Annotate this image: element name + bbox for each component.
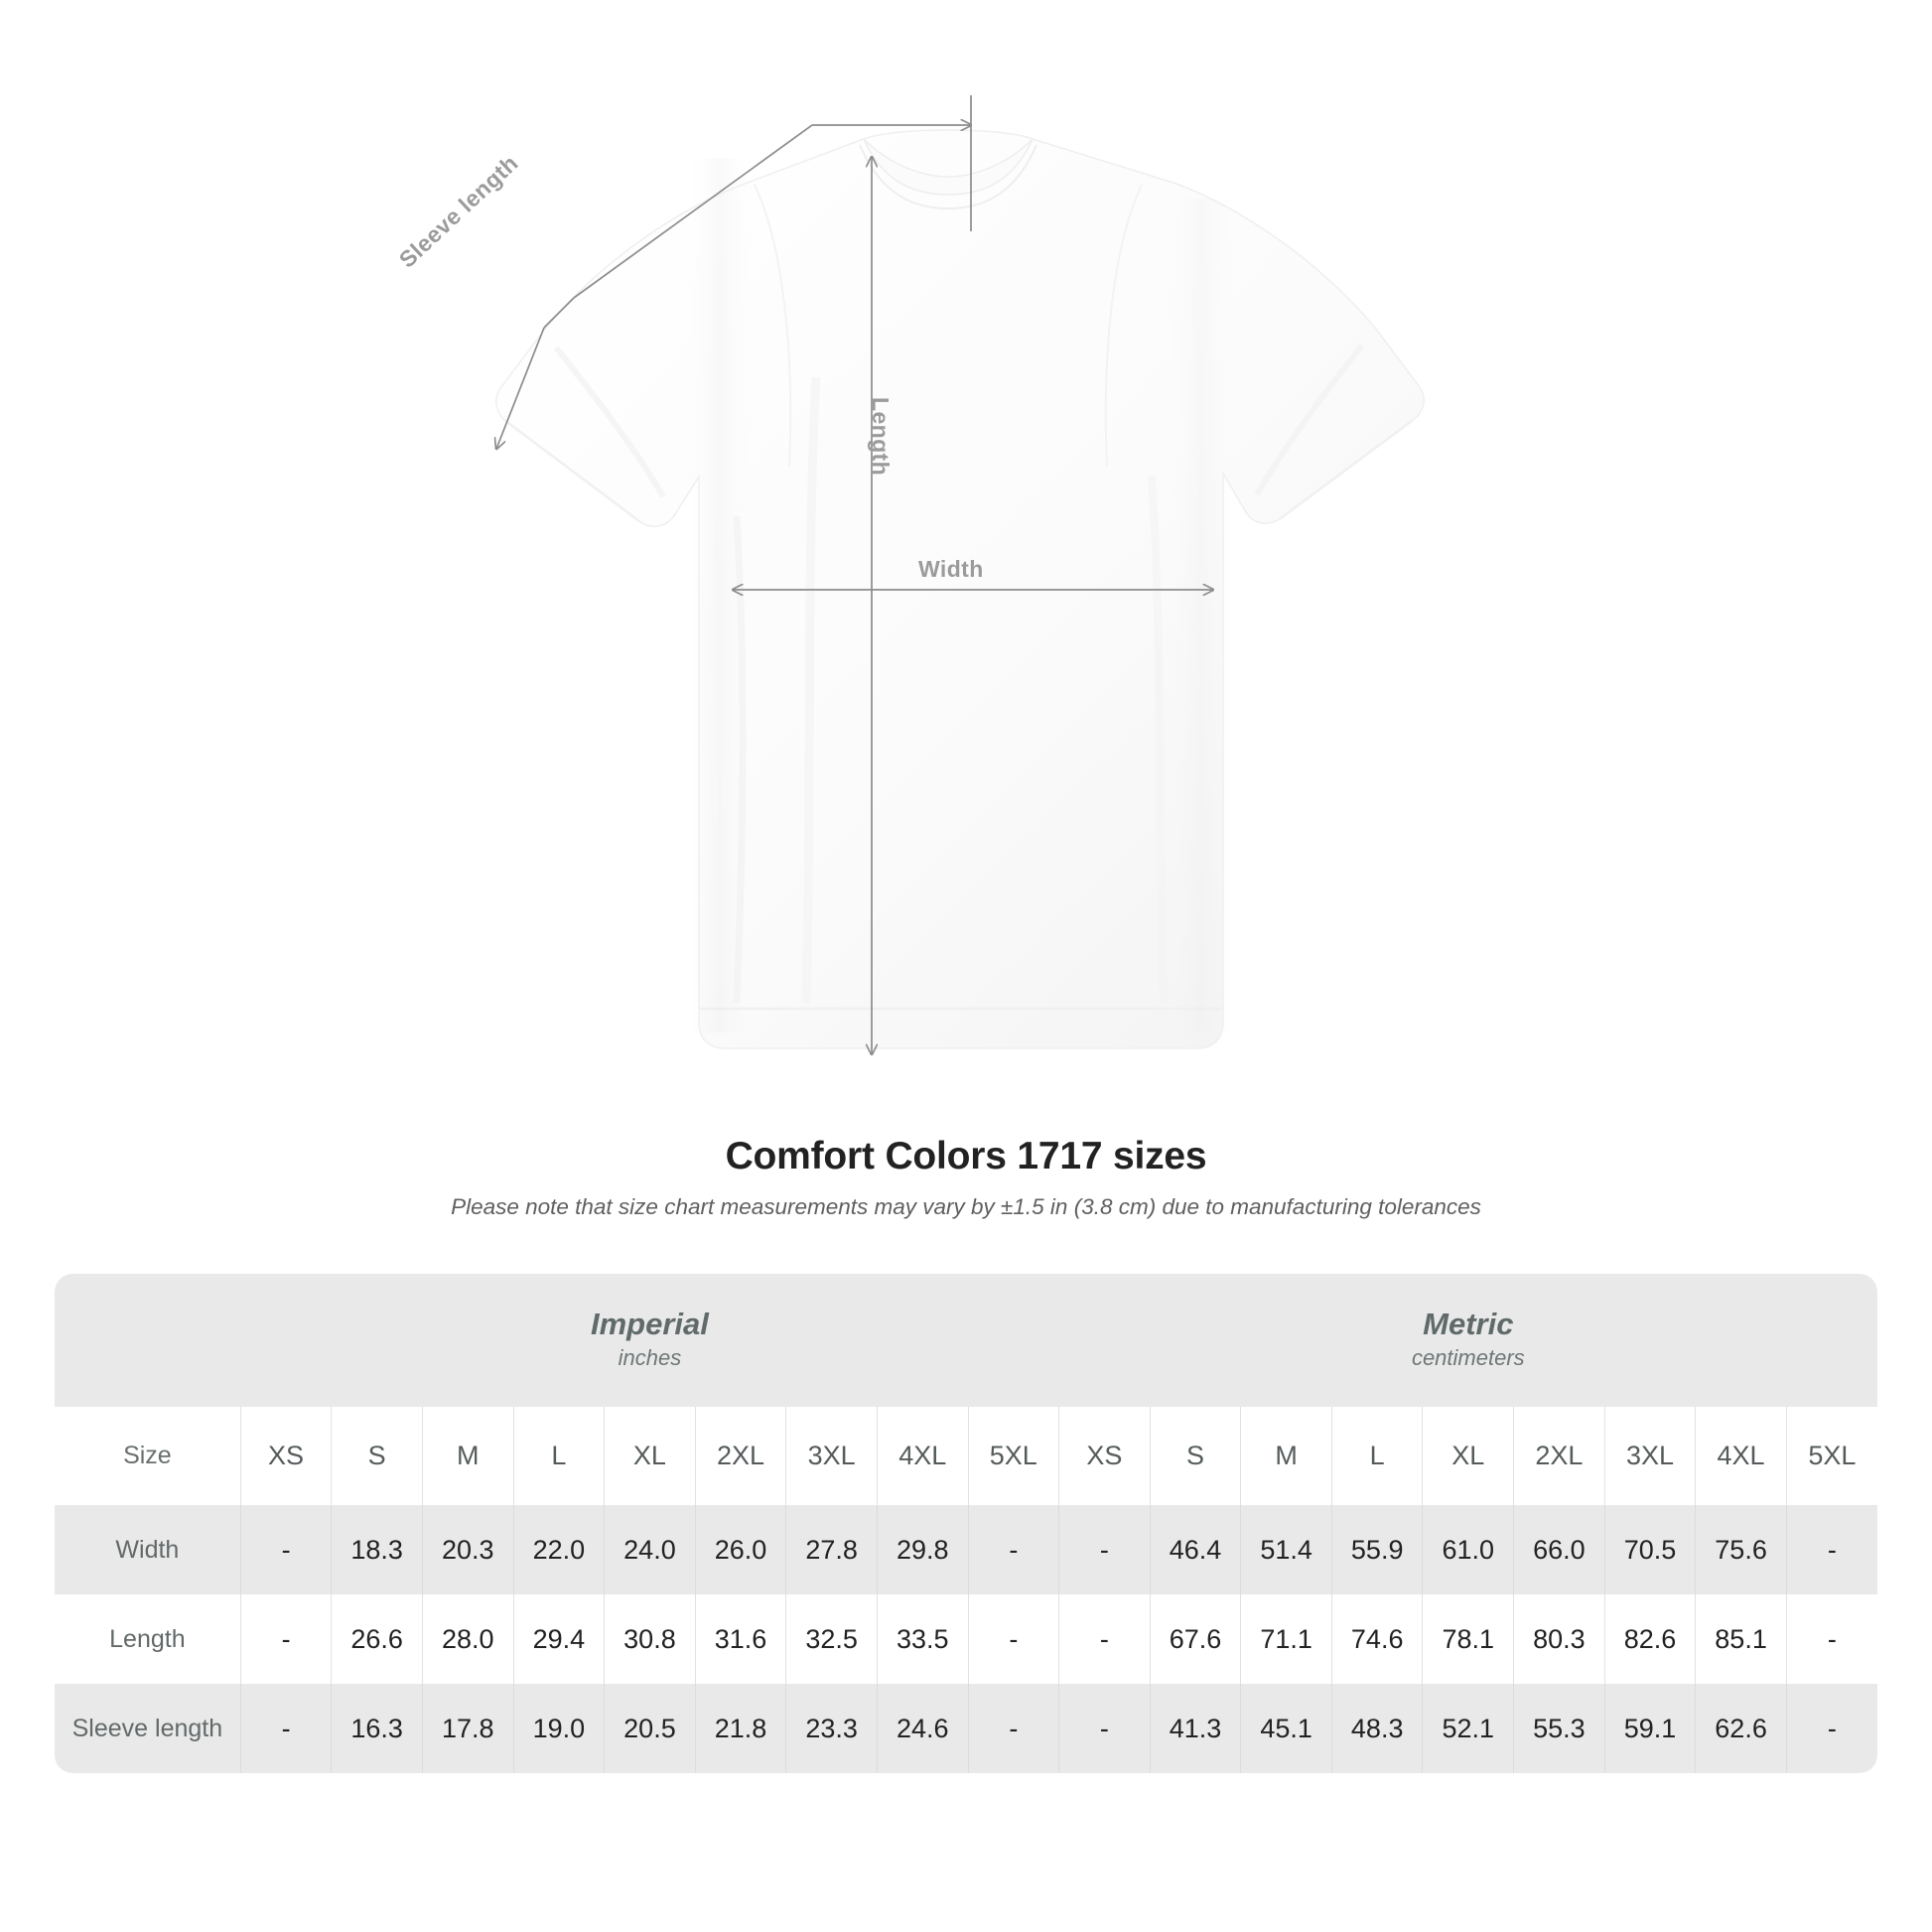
row-header-width: Width bbox=[55, 1505, 241, 1594]
unit-group-subtitle: centimeters bbox=[1411, 1345, 1525, 1371]
cell-width-imperial-2XL: 26.0 bbox=[694, 1505, 786, 1594]
size-header-cell-imperial-4XL: 4XL bbox=[876, 1407, 969, 1505]
cell-sleeve-length-imperial-2XL: 21.8 bbox=[694, 1684, 786, 1773]
size-header-cell-imperial-XS: XS bbox=[239, 1407, 332, 1505]
size-header-cell-imperial-5XL: 5XL bbox=[967, 1407, 1059, 1505]
table-row: Length -26.6 28.0 29.4 30.8 31.6 32.5 33.5- -67.… bbox=[55, 1594, 1877, 1684]
cell-width-imperial-3XL: 27.8 bbox=[785, 1505, 878, 1594]
cell-length-metric-XL: 78.1 bbox=[1422, 1594, 1514, 1684]
cell-width-metric-3XL: 70.5 bbox=[1603, 1505, 1696, 1594]
cell-sleeve-length-imperial-XL: 20.5 bbox=[604, 1684, 696, 1773]
cell-width-metric-L: 55.9 bbox=[1330, 1505, 1423, 1594]
cell-sleeve-length-imperial-S: 16.3 bbox=[331, 1684, 423, 1773]
length-dimension-label: Length bbox=[868, 397, 894, 477]
unit-group-subtitle: inches bbox=[618, 1345, 682, 1371]
size-header-cell-imperial-XL: XL bbox=[604, 1407, 696, 1505]
tshirt-diagram: Sleeve length Length Width bbox=[0, 95, 1425, 1112]
cell-length-imperial-XS: - bbox=[239, 1594, 332, 1684]
cell-length-imperial-L: 29.4 bbox=[512, 1594, 605, 1684]
cell-length-metric-L: 74.6 bbox=[1330, 1594, 1423, 1684]
title-block: Comfort Colors 1717 sizes Please note th… bbox=[0, 1135, 1932, 1220]
cell-sleeve-length-imperial-3XL: 23.3 bbox=[785, 1684, 878, 1773]
size-header-cell-metric-XS: XS bbox=[1058, 1407, 1151, 1505]
size-header-cell-metric-3XL: 3XL bbox=[1603, 1407, 1696, 1505]
cell-length-metric-3XL: 82.6 bbox=[1603, 1594, 1696, 1684]
size-header-cell-metric-XL: XL bbox=[1422, 1407, 1514, 1505]
table-row: Width -18.3 20.3 22.0 24.0 26.0 27.8 29.8- -46.4… bbox=[55, 1505, 1877, 1594]
measurement-guides bbox=[496, 95, 1213, 1054]
size-chart-table: Imperial inches Metric centimeters Size XS S M L… bbox=[55, 1274, 1877, 1773]
cell-length-metric-5XL: - bbox=[1785, 1594, 1877, 1684]
unit-group-header-imperial: Imperial inches bbox=[240, 1274, 1059, 1407]
size-header-cell-metric-2XL: 2XL bbox=[1513, 1407, 1605, 1505]
row-header-length: Length bbox=[55, 1594, 241, 1684]
cell-length-imperial-4XL: 33.5 bbox=[876, 1594, 969, 1684]
cell-length-imperial-2XL: 31.6 bbox=[694, 1594, 786, 1684]
cell-sleeve-length-metric-M: 45.1 bbox=[1240, 1684, 1332, 1773]
cell-width-metric-M: 51.4 bbox=[1240, 1505, 1332, 1594]
cell-sleeve-length-metric-XL: 52.1 bbox=[1422, 1684, 1514, 1773]
tshirt-illustration bbox=[0, 95, 1425, 1112]
size-header-cell-imperial-3XL: 3XL bbox=[785, 1407, 878, 1505]
size-header-cell-metric-4XL: 4XL bbox=[1695, 1407, 1787, 1505]
cell-length-metric-S: 67.6 bbox=[1149, 1594, 1241, 1684]
size-header-cell-imperial-2XL: 2XL bbox=[694, 1407, 786, 1505]
size-header-cell-metric-L: L bbox=[1330, 1407, 1423, 1505]
unit-header-row: Imperial inches Metric centimeters bbox=[55, 1274, 1877, 1407]
cell-sleeve-length-metric-XS: - bbox=[1058, 1684, 1151, 1773]
cell-length-imperial-S: 26.6 bbox=[331, 1594, 423, 1684]
cell-width-metric-S: 46.4 bbox=[1149, 1505, 1241, 1594]
cell-sleeve-length-metric-L: 48.3 bbox=[1330, 1684, 1423, 1773]
row-header-sleeve-length: Sleeve length bbox=[55, 1684, 241, 1773]
cell-width-imperial-S: 18.3 bbox=[331, 1505, 423, 1594]
cell-sleeve-length-metric-2XL: 55.3 bbox=[1513, 1684, 1605, 1773]
cell-sleeve-length-metric-4XL: 62.6 bbox=[1695, 1684, 1787, 1773]
cell-length-imperial-M: 28.0 bbox=[421, 1594, 514, 1684]
unit-group-header-metric: Metric centimeters bbox=[1058, 1274, 1877, 1407]
size-header-cell-imperial-L: L bbox=[512, 1407, 605, 1505]
cell-sleeve-length-metric-3XL: 59.1 bbox=[1603, 1684, 1696, 1773]
cell-sleeve-length-imperial-4XL: 24.6 bbox=[876, 1684, 969, 1773]
cell-length-imperial-XL: 30.8 bbox=[604, 1594, 696, 1684]
size-header-cell-imperial-S: S bbox=[331, 1407, 423, 1505]
cell-length-imperial-3XL: 32.5 bbox=[785, 1594, 878, 1684]
cell-sleeve-length-metric-5XL: - bbox=[1785, 1684, 1877, 1773]
cell-width-metric-XL: 61.0 bbox=[1422, 1505, 1514, 1594]
size-column-label: Size bbox=[55, 1407, 241, 1505]
unit-header-corner bbox=[55, 1274, 241, 1407]
cell-sleeve-length-imperial-5XL: - bbox=[967, 1684, 1059, 1773]
size-header-cell-imperial-M: M bbox=[421, 1407, 514, 1505]
size-header-cell-metric-S: S bbox=[1149, 1407, 1241, 1505]
size-header-row: Size XS S M L XL 2XL 3XL 4XL 5XL XS S M L XL 2XL 3XL 4XL 5… bbox=[55, 1407, 1877, 1505]
tolerance-note: Please note that size chart measurements… bbox=[451, 1194, 1481, 1219]
cell-length-metric-M: 71.1 bbox=[1240, 1594, 1332, 1684]
cell-sleeve-length-imperial-L: 19.0 bbox=[512, 1684, 605, 1773]
table-row: Sleeve length -16.3 17.8 19.0 20.5 21.8 23.3 24… bbox=[55, 1684, 1877, 1773]
cell-width-imperial-4XL: 29.8 bbox=[876, 1505, 969, 1594]
unit-group-name: Metric bbox=[1423, 1306, 1514, 1341]
cell-length-metric-2XL: 80.3 bbox=[1513, 1594, 1605, 1684]
cell-width-metric-2XL: 66.0 bbox=[1513, 1505, 1605, 1594]
cell-width-imperial-XS: - bbox=[239, 1505, 332, 1594]
cell-width-imperial-XL: 24.0 bbox=[604, 1505, 696, 1594]
cell-sleeve-length-imperial-M: 17.8 bbox=[421, 1684, 514, 1773]
cell-width-metric-5XL: - bbox=[1785, 1505, 1877, 1594]
cell-width-imperial-M: 20.3 bbox=[421, 1505, 514, 1594]
cell-length-imperial-5XL: - bbox=[967, 1594, 1059, 1684]
cell-width-metric-XS: - bbox=[1058, 1505, 1151, 1594]
size-chart-container: Imperial inches Metric centimeters Size XS S M L… bbox=[55, 1274, 1877, 1773]
cell-width-imperial-L: 22.0 bbox=[512, 1505, 605, 1594]
cell-length-metric-4XL: 85.1 bbox=[1695, 1594, 1787, 1684]
cell-length-metric-XS: - bbox=[1058, 1594, 1151, 1684]
page-title: Comfort Colors 1717 sizes bbox=[725, 1135, 1207, 1177]
cell-sleeve-length-imperial-XS: - bbox=[239, 1684, 332, 1773]
size-header-cell-metric-5XL: 5XL bbox=[1785, 1407, 1877, 1505]
cell-sleeve-length-metric-S: 41.3 bbox=[1149, 1684, 1241, 1773]
cell-width-metric-4XL: 75.6 bbox=[1695, 1505, 1787, 1594]
unit-group-name: Imperial bbox=[590, 1306, 709, 1341]
cell-width-imperial-5XL: - bbox=[967, 1505, 1059, 1594]
width-dimension-label: Width bbox=[918, 556, 984, 582]
size-header-cell-metric-M: M bbox=[1240, 1407, 1332, 1505]
